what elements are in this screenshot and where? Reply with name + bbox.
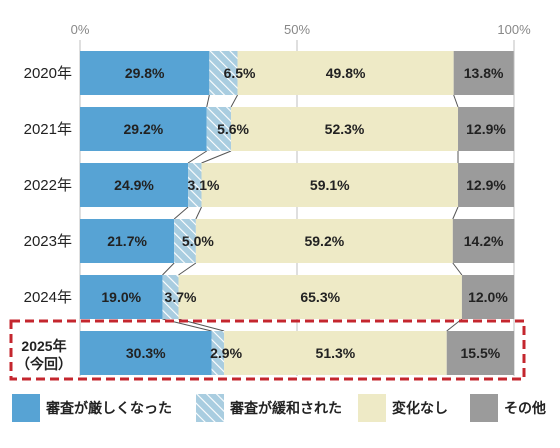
legend-label-other: その他	[504, 401, 546, 417]
legend-swatch-other	[470, 394, 498, 422]
bar-segment-other	[461, 275, 514, 319]
bar-segment-stricter	[80, 331, 212, 375]
legend-item-other: その他	[470, 394, 546, 422]
data-label-stricter: 21.7%	[107, 233, 147, 249]
legend-swatch-relaxed	[196, 394, 224, 422]
category-label-line: 2025年	[21, 338, 66, 354]
data-label-no-change: 59.1%	[310, 177, 350, 193]
data-label-no-change: 51.3%	[316, 345, 356, 361]
legend-label-relaxed: 審査が緩和された	[230, 401, 342, 417]
data-label-other: 13.8%	[464, 65, 504, 81]
legend-item-relaxed: 審査が緩和された	[196, 394, 342, 422]
data-label-other: 15.5%	[461, 345, 501, 361]
series-connector-line	[162, 262, 175, 276]
data-label-other: 14.2%	[464, 233, 504, 249]
bar-segment-no-change	[178, 275, 462, 319]
bar-segment-stricter	[80, 275, 163, 319]
legend: 審査が厳しくなった 審査が緩和された 変化なし その他	[0, 388, 560, 428]
bar-segment-relaxed	[174, 219, 196, 263]
bar-segment-other	[458, 163, 514, 207]
category-label: 2022年	[24, 177, 72, 194]
bar-segment-no-change	[237, 51, 454, 95]
highlight-box-current-year	[9, 319, 526, 381]
bar-segment-no-change	[195, 219, 453, 263]
x-tick-label: 0%	[71, 22, 90, 37]
bar-segment-other	[446, 331, 514, 375]
x-tick-label: 50%	[284, 22, 310, 37]
data-label-other: 12.0%	[468, 289, 508, 305]
data-label-no-change: 65.3%	[300, 289, 340, 305]
data-label-relaxed: 3.7%	[165, 289, 197, 305]
series-connector-line	[195, 206, 202, 220]
data-label-stricter: 19.0%	[101, 289, 141, 305]
series-connector-line	[206, 94, 210, 108]
series-connector-line	[173, 206, 189, 220]
bar-segment-no-change	[201, 163, 459, 207]
bar-segment-relaxed	[209, 51, 238, 95]
category-label: 2023年	[24, 233, 72, 250]
legend-swatch-stricter	[12, 394, 40, 422]
legend-swatch-no-change	[358, 394, 386, 422]
series-connector-line	[201, 150, 232, 164]
bar-segment-relaxed	[162, 275, 179, 319]
bar-segment-relaxed	[211, 331, 225, 375]
data-label-stricter: 24.9%	[114, 177, 154, 193]
bar-segment-stricter	[80, 107, 207, 151]
bar-segment-relaxed	[188, 163, 202, 207]
bar-segment-stricter	[80, 163, 189, 207]
series-connector-line	[230, 94, 238, 108]
category-label-line: （今回）	[16, 356, 72, 372]
bar-segment-stricter	[80, 51, 210, 95]
bar-segment-other	[458, 107, 514, 151]
bar-segment-no-change	[224, 331, 447, 375]
data-label-relaxed: 5.0%	[182, 233, 214, 249]
legend-label-stricter: 審査が厳しくなった	[46, 401, 172, 417]
data-label-no-change: 52.3%	[325, 121, 365, 137]
legend-label-no-change: 変化なし	[392, 401, 448, 417]
series-connector-line	[453, 94, 459, 108]
series-connector-line	[452, 206, 459, 220]
stacked-bar-chart: 29.8% 6.5% 49.8% 13.8% 29.2% 5.6% 52.3% 12.9% 24…	[9, 22, 531, 381]
data-label-stricter: 29.8%	[125, 65, 165, 81]
data-label-relaxed: 3.1%	[188, 177, 220, 193]
bar-segment-other	[453, 51, 514, 95]
bar-segment-stricter	[80, 219, 175, 263]
bar-segment-other	[452, 219, 515, 263]
category-label: 2025年 （今回）	[16, 338, 72, 372]
bar-segment-no-change	[231, 107, 459, 151]
category-label: 2020年	[24, 65, 72, 82]
data-label-stricter: 30.3%	[126, 345, 166, 361]
data-label-no-change: 49.8%	[326, 65, 366, 81]
data-label-no-change: 59.2%	[304, 233, 344, 249]
legend-item-stricter: 審査が厳しくなった	[12, 394, 172, 422]
data-label-other: 12.9%	[466, 177, 506, 193]
bar-segment-relaxed	[206, 107, 232, 151]
data-label-other: 12.9%	[466, 121, 506, 137]
series-connector-line	[178, 262, 197, 276]
x-tick-label: 100%	[497, 22, 531, 37]
series-connector-line	[187, 150, 207, 164]
category-label: 2024年	[24, 289, 72, 306]
legend-item-no-change: 変化なし	[358, 394, 448, 422]
series-connector-line	[452, 262, 463, 276]
data-label-relaxed: 2.9%	[210, 345, 242, 361]
category-label: 2021年	[24, 121, 72, 138]
data-label-stricter: 29.2%	[124, 121, 164, 137]
data-label-relaxed: 6.5%	[224, 65, 256, 81]
data-label-relaxed: 5.6%	[217, 121, 249, 137]
